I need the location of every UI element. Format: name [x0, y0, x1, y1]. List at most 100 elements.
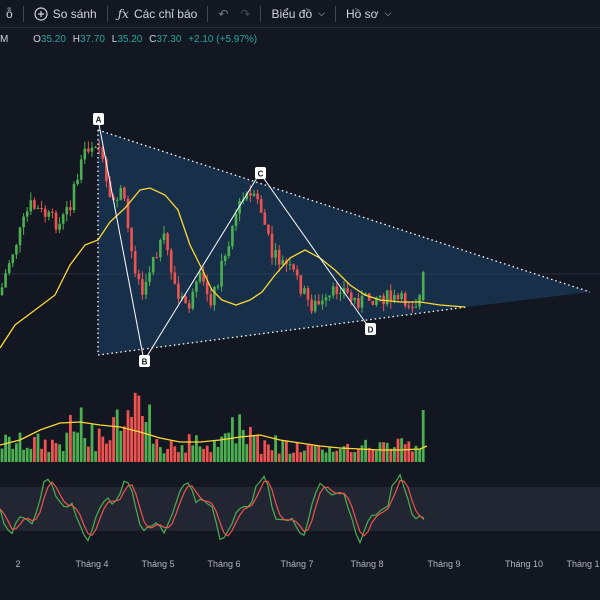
candle-body — [285, 260, 288, 265]
volume-bar — [11, 448, 15, 462]
interval-label: ỗ — [6, 6, 13, 21]
volume-bar — [367, 447, 371, 462]
volume-bar — [396, 438, 400, 462]
indicators-button[interactable]: ƒx Các chỉ báo — [112, 0, 204, 27]
volume-bar — [364, 439, 367, 462]
redo-button[interactable]: ↷ — [234, 0, 256, 27]
volume-bar — [346, 443, 349, 462]
volume-bar — [299, 452, 303, 462]
candle-body — [202, 272, 205, 282]
candle-body — [256, 193, 259, 200]
open-key: O — [33, 34, 41, 45]
stochastic-d-line — [0, 479, 425, 537]
candle-body — [76, 179, 79, 185]
volume-bar — [191, 445, 195, 462]
volume-bar — [137, 395, 141, 462]
candle-body — [184, 296, 187, 304]
volume-bar — [421, 410, 425, 462]
chevron-down-icon: ⌵ — [384, 8, 392, 18]
candle-body — [241, 199, 245, 201]
volume-bar — [288, 453, 292, 462]
volume-bar — [162, 453, 166, 462]
volume-bar — [15, 443, 18, 462]
candle-body — [36, 207, 40, 209]
volume-bar — [375, 450, 378, 462]
candle-body — [191, 291, 195, 309]
volume-bar — [51, 439, 54, 462]
candle-body — [385, 290, 389, 305]
candle-body — [144, 281, 148, 295]
volume-bar — [263, 440, 267, 462]
volume-bar — [198, 446, 202, 462]
candle-body — [231, 226, 234, 247]
compare-button[interactable]: So sánh — [28, 0, 103, 27]
undo-button[interactable]: ↶ — [212, 0, 234, 27]
toolbar-divider — [22, 5, 24, 22]
candle-body — [54, 212, 58, 230]
candle-body — [220, 260, 223, 287]
point-c-label: C — [255, 167, 266, 179]
candle-body — [105, 158, 108, 182]
candle-body — [205, 281, 209, 295]
x-tick-label: Tháng 10 — [504, 559, 544, 569]
candle-body — [306, 288, 310, 300]
chart-type-button[interactable]: Biểu đồ ⌵ — [265, 0, 331, 27]
volume-bar — [123, 426, 126, 462]
volume-bar — [69, 414, 72, 462]
volume-bar — [195, 435, 198, 462]
x-tick-label: Tháng 9 — [427, 559, 461, 569]
volume-bar — [173, 446, 177, 462]
abcd-pattern-line — [97, 118, 371, 363]
x-tick-label: Tháng 4 — [75, 559, 109, 569]
candle-body — [238, 200, 241, 214]
volume-bar — [205, 445, 209, 462]
volume-bar — [25, 447, 29, 462]
candle-body — [335, 286, 339, 294]
candle-body — [292, 264, 295, 270]
volume-bar — [277, 453, 281, 462]
volume-ma-line — [0, 421, 428, 451]
triangle-upper-line — [97, 129, 591, 293]
candle-body — [148, 272, 151, 282]
volume-bar — [141, 415, 144, 462]
volume-bar — [360, 445, 364, 462]
candle-body — [353, 298, 357, 301]
candle-body — [259, 199, 263, 213]
candle-body — [47, 211, 51, 217]
stochastic-k-line — [0, 473, 425, 545]
close-key: C — [149, 34, 157, 45]
candle-body — [187, 303, 191, 309]
volume-bar — [407, 441, 411, 462]
candle-body — [310, 299, 313, 312]
volume-bar — [148, 404, 151, 462]
triangle-lower-line — [97, 306, 468, 356]
candle-body — [94, 147, 97, 149]
volume-bar — [97, 428, 101, 462]
profile-button[interactable]: Hồ sơ ⌵ — [340, 0, 397, 27]
toolbar-divider — [260, 5, 262, 22]
stochastic-band — [0, 487, 600, 531]
candle-body — [58, 223, 61, 230]
candle-body — [25, 211, 29, 217]
volume-bar — [61, 451, 65, 462]
open-value: 35.20 — [40, 34, 66, 45]
volume-bar — [342, 446, 346, 462]
candle-body — [375, 297, 378, 305]
volume-bar — [65, 432, 69, 462]
interval-button[interactable]: ỗ — [0, 0, 19, 27]
candle-body — [83, 148, 87, 160]
candle-body — [43, 208, 47, 217]
volume-bar — [87, 446, 90, 462]
candle-body — [267, 224, 270, 234]
x-tick-label: Tháng 1 — [566, 559, 600, 569]
volume-bar — [155, 439, 159, 462]
candle-body — [393, 295, 396, 301]
candle-body — [303, 288, 306, 294]
candle-body — [159, 240, 162, 258]
volume-bar — [115, 409, 119, 462]
point-b-label: B — [139, 355, 150, 367]
candle-body — [180, 296, 184, 299]
x-tick-label: 2 — [15, 559, 21, 569]
volume-bar — [231, 417, 234, 462]
